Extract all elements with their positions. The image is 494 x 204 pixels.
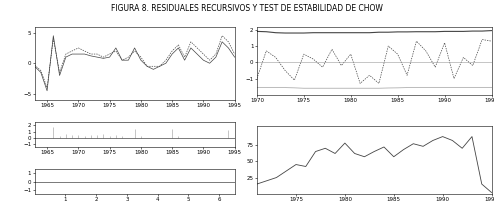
Text: FIGURA 8. RESIDUALES RECURSIVOS Y TEST DE ESTABILIDAD DE CHOW: FIGURA 8. RESIDUALES RECURSIVOS Y TEST D… <box>111 4 383 13</box>
